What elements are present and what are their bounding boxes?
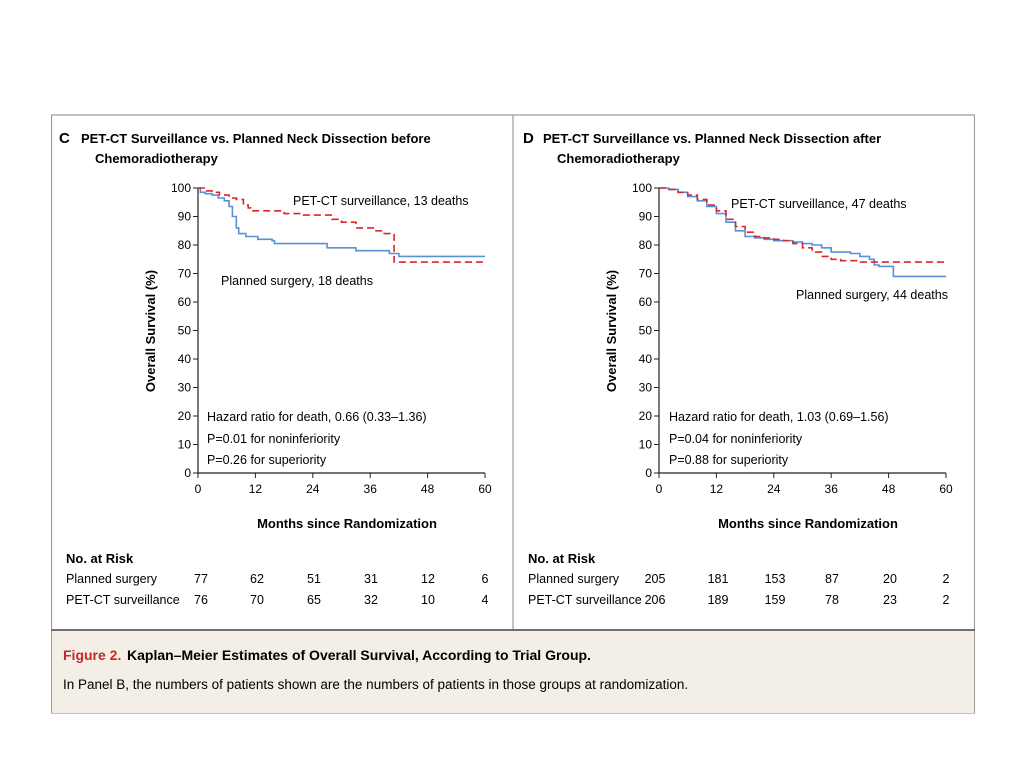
risk-value: 2: [943, 572, 950, 586]
risk-value: 65: [307, 593, 321, 607]
caption-text: In Panel B, the numbers of patients show…: [63, 677, 688, 692]
risk-value: 78: [825, 593, 839, 607]
y-tick-label: 0: [645, 466, 652, 480]
y-tick-label: 10: [639, 438, 653, 452]
risk-value: 31: [364, 572, 378, 586]
y-tick-label: 90: [178, 210, 192, 224]
x-tick-label: 60: [939, 482, 953, 496]
panel-d-letter: D: [523, 130, 534, 147]
panel-d-series-label-planned: Planned surgery, 44 deaths: [796, 288, 948, 302]
x-tick-label: 0: [656, 482, 663, 496]
panel-c-series-label-petct: PET-CT surveillance, 13 deaths: [293, 194, 469, 208]
x-tick-label: 48: [882, 482, 896, 496]
caption-background: [52, 631, 974, 713]
x-tick-label: 24: [767, 482, 781, 496]
panel-d-petct-survival-curve: [659, 187, 946, 263]
panel-c-risk-values: 77 62 51 31 12 6 76 70 65 32 10 4: [194, 572, 488, 607]
risk-value: 2: [943, 593, 950, 607]
risk-value: 153: [765, 572, 786, 586]
panel-c-planned-surgery-survival-curve: [198, 187, 485, 258]
panel-d-risk-row2-label: PET-CT surveillance: [528, 593, 642, 607]
y-tick-label: 80: [178, 238, 192, 252]
x-tick-label: 12: [249, 482, 263, 496]
panel-c-p-noninferiority: P=0.01 for noninferiority: [207, 432, 341, 446]
y-tick-label: 60: [639, 295, 653, 309]
panel-c-risk-row1-label: Planned surgery: [66, 572, 158, 586]
panel-c-xlabel: Months since Randomization: [257, 516, 437, 531]
y-tick-label: 70: [639, 267, 653, 281]
risk-value: 10: [421, 593, 435, 607]
y-tick-label: 40: [639, 352, 653, 366]
panel-c-letter: C: [59, 130, 70, 147]
risk-value: 87: [825, 572, 839, 586]
risk-value: 159: [765, 593, 786, 607]
panel-d-xlabel: Months since Randomization: [718, 516, 898, 531]
risk-value: 205: [645, 572, 666, 586]
panel-c-ylabel: Overall Survival (%): [143, 270, 158, 392]
risk-value: 70: [250, 593, 264, 607]
panel-d-p-superiority: P=0.88 for superiority: [669, 453, 789, 467]
risk-value: 206: [645, 593, 666, 607]
risk-value: 189: [708, 593, 729, 607]
y-tick-label: 30: [178, 381, 192, 395]
caption-title: Kaplan–Meier Estimates of Overall Surviv…: [127, 647, 591, 663]
caption-label: Figure 2.: [63, 647, 121, 663]
risk-value: 4: [482, 593, 489, 607]
panel-d-series-label-petct: PET-CT surveillance, 47 deaths: [731, 197, 907, 211]
figure-2: C PET-CT Surveillance vs. Planned Neck D…: [51, 114, 975, 714]
y-tick-label: 20: [639, 409, 653, 423]
y-tick-label: 60: [178, 295, 192, 309]
x-tick-label: 48: [421, 482, 435, 496]
y-tick-label: 0: [184, 466, 191, 480]
y-tick-label: 80: [639, 238, 653, 252]
y-tick-label: 100: [632, 181, 652, 195]
caption: Figure 2. Kaplan–Meier Estimates of Over…: [63, 647, 688, 692]
x-tick-label: 36: [364, 482, 378, 496]
x-tick-label: 0: [195, 482, 202, 496]
risk-value: 77: [194, 572, 208, 586]
panel-d-ylabel: Overall Survival (%): [604, 270, 619, 392]
panel-c-hazard-ratio: Hazard ratio for death, 0.66 (0.33–1.36): [207, 410, 427, 424]
risk-value: 51: [307, 572, 321, 586]
risk-value: 181: [708, 572, 729, 586]
panel-c-title-line1: PET-CT Surveillance vs. Planned Neck Dis…: [81, 131, 431, 146]
risk-value: 32: [364, 593, 378, 607]
y-tick-label: 50: [178, 324, 192, 338]
y-tick-label: 50: [639, 324, 653, 338]
panel-d-risk-values: 205 181 153 87 20 2 206 189 159 78 23 2: [645, 572, 950, 607]
x-tick-label: 12: [710, 482, 724, 496]
risk-value: 23: [883, 593, 897, 607]
panel-c-series-label-planned: Planned surgery, 18 deaths: [221, 274, 373, 288]
x-tick-label: 60: [478, 482, 492, 496]
panel-d-title-line1: PET-CT Surveillance vs. Planned Neck Dis…: [543, 131, 881, 146]
panel-d-title-line2: Chemoradiotherapy: [557, 151, 681, 166]
y-tick-label: 40: [178, 352, 192, 366]
risk-value: 12: [421, 572, 435, 586]
panel-c-petct-survival-curve: [198, 187, 485, 263]
panel-d: D PET-CT Surveillance vs. Planned Neck D…: [523, 130, 953, 607]
x-tick-label: 24: [306, 482, 320, 496]
y-tick-label: 100: [171, 181, 191, 195]
risk-value: 76: [194, 593, 208, 607]
panel-d-plot: 0 10 20 30 40 50 60 70 80 90 100 0 12 24 36 48 60: [632, 181, 953, 496]
panel-c-p-superiority: P=0.26 for superiority: [207, 453, 327, 467]
panel-d-risk-heading: No. at Risk: [528, 551, 596, 566]
risk-value: 20: [883, 572, 897, 586]
y-tick-label: 90: [639, 210, 653, 224]
x-tick-label: 36: [825, 482, 839, 496]
y-tick-label: 30: [639, 381, 653, 395]
panel-d-hazard-ratio: Hazard ratio for death, 1.03 (0.69–1.56): [669, 410, 889, 424]
risk-value: 6: [482, 572, 489, 586]
y-tick-label: 10: [178, 438, 192, 452]
panel-c-plot: 0 10 20 30 40 50 60 70 80 90 100 0 12 24 36 48 60: [171, 181, 492, 496]
panel-d-p-noninferiority: P=0.04 for noninferiority: [669, 432, 803, 446]
y-tick-label: 20: [178, 409, 192, 423]
panel-c-risk-row2-label: PET-CT surveillance: [66, 593, 180, 607]
risk-value: 62: [250, 572, 264, 586]
panel-c: C PET-CT Surveillance vs. Planned Neck D…: [59, 130, 492, 607]
panel-c-title-line2: Chemoradiotherapy: [95, 151, 219, 166]
panel-c-risk-heading: No. at Risk: [66, 551, 134, 566]
y-tick-label: 70: [178, 267, 192, 281]
panel-d-risk-row1-label: Planned surgery: [528, 572, 620, 586]
